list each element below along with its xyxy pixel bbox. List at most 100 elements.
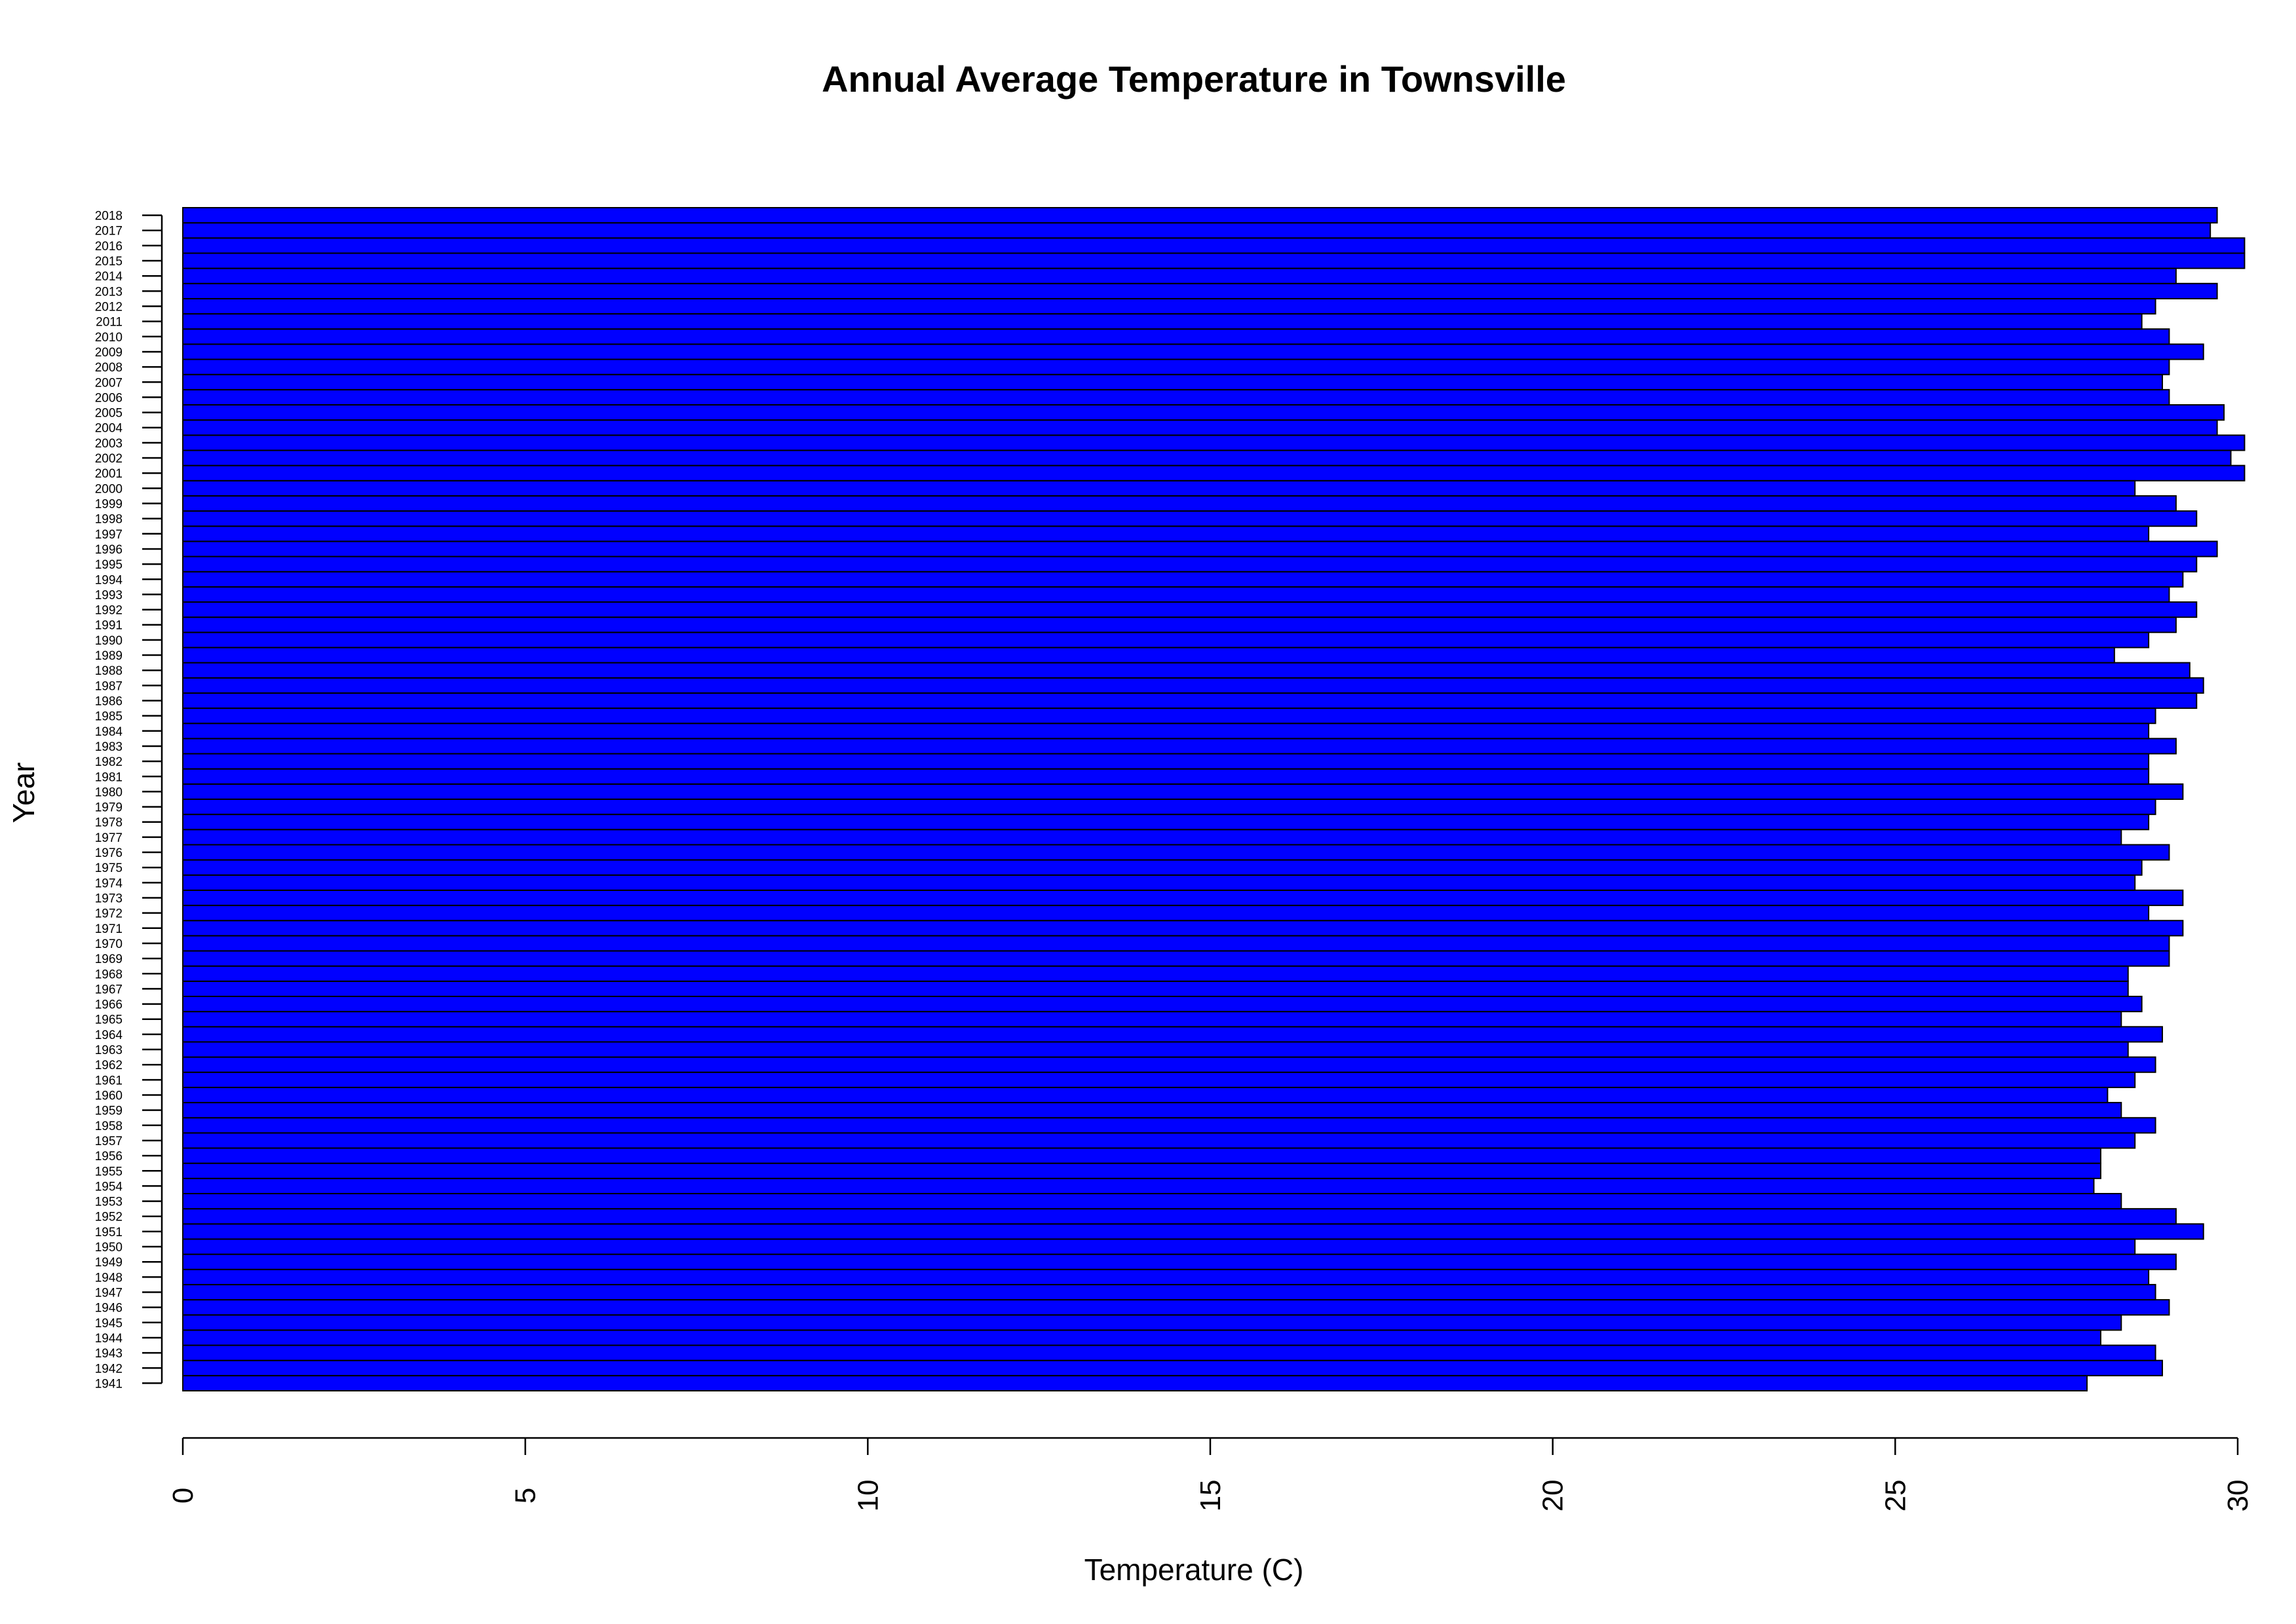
bar-1983 [182, 738, 2177, 755]
bar-1993 [182, 586, 2170, 603]
y-tick-label-1974: 1974 [95, 877, 123, 890]
bar-1998 [182, 510, 2198, 527]
y-axis-label: Year [7, 763, 41, 823]
bar-1942 [182, 1359, 2164, 1376]
bar-2017 [182, 222, 2211, 239]
y-tick-label-1965: 1965 [95, 1013, 123, 1027]
x-tick-label-10: 10 [852, 1480, 884, 1512]
bar-1995 [182, 556, 2198, 573]
bar-1999 [182, 495, 2177, 512]
bar-1988 [182, 662, 2191, 679]
bar-1949 [182, 1253, 2177, 1270]
y-tick-label-1960: 1960 [95, 1089, 123, 1103]
bar-2006 [182, 388, 2170, 406]
bar-1986 [182, 692, 2198, 709]
bar-1979 [182, 799, 2156, 816]
bar-1962 [182, 1056, 2156, 1073]
bar-2002 [182, 449, 2232, 466]
y-tick-label-1978: 1978 [95, 816, 123, 830]
y-tick-label-1946: 1946 [95, 1302, 123, 1315]
y-tick-label-1976: 1976 [95, 846, 123, 860]
bar-1952 [182, 1208, 2177, 1225]
bar-1994 [182, 571, 2184, 588]
bar-1987 [182, 677, 2204, 694]
y-tick-label-1959: 1959 [95, 1105, 123, 1118]
y-tick-label-2016: 2016 [95, 240, 123, 254]
y-tick-label-2009: 2009 [95, 346, 123, 360]
y-tick-label-1969: 1969 [95, 953, 123, 966]
bar-2003 [182, 434, 2246, 451]
y-tick-label-1984: 1984 [95, 725, 123, 739]
bar-1965 [182, 1011, 2122, 1028]
y-tick-label-1943: 1943 [95, 1347, 123, 1361]
y-tick-label-1967: 1967 [95, 983, 123, 996]
y-tick-label-1990: 1990 [95, 634, 123, 648]
bar-1963 [182, 1041, 2129, 1058]
bar-1991 [182, 616, 2177, 633]
y-tick-label-2004: 2004 [95, 422, 123, 436]
x-tick-label-20: 20 [1537, 1480, 1569, 1512]
y-tick-label-1988: 1988 [95, 664, 123, 678]
bar-2010 [182, 328, 2170, 345]
y-tick-label-1973: 1973 [95, 892, 123, 906]
bar-1954 [182, 1177, 2095, 1195]
y-tick-label-1944: 1944 [95, 1332, 123, 1346]
y-tick-label-1981: 1981 [95, 770, 123, 784]
bar-2018 [182, 207, 2218, 224]
bar-2016 [182, 237, 2246, 254]
y-tick-label-1957: 1957 [95, 1135, 123, 1148]
y-tick-label-1997: 1997 [95, 528, 123, 542]
bar-1977 [182, 829, 2122, 846]
bar-1971 [182, 920, 2184, 937]
x-axis-label: Temperature (C) [1084, 1553, 1304, 1587]
bar-1992 [182, 601, 2198, 618]
y-tick-label-1951: 1951 [95, 1226, 123, 1239]
y-tick-label-1954: 1954 [95, 1180, 123, 1194]
bar-1958 [182, 1117, 2156, 1134]
bar-1975 [182, 859, 2143, 876]
y-tick-label-1983: 1983 [95, 740, 123, 754]
bar-1959 [182, 1102, 2122, 1119]
y-tick-label-1950: 1950 [95, 1241, 123, 1255]
y-tick-label-1962: 1962 [95, 1059, 123, 1072]
y-tick-label-2000: 2000 [95, 482, 123, 496]
bar-2013 [182, 282, 2218, 299]
bar-1943 [182, 1344, 2156, 1361]
y-tick-label-1975: 1975 [95, 861, 123, 875]
y-tick-label-1941: 1941 [95, 1377, 123, 1391]
bar-2000 [182, 480, 2136, 497]
bar-2012 [182, 297, 2156, 315]
bar-1969 [182, 950, 2170, 967]
y-tick-label-1958: 1958 [95, 1120, 123, 1133]
y-tick-label-1982: 1982 [95, 755, 123, 769]
bar-2011 [182, 313, 2143, 330]
y-tick-label-1989: 1989 [95, 649, 123, 663]
y-tick-label-1970: 1970 [95, 937, 123, 951]
y-tick-label-2006: 2006 [95, 391, 123, 405]
y-tick-label-2010: 2010 [95, 331, 123, 345]
bar-1990 [182, 632, 2150, 649]
x-axis: 0 5 10 15 20 25 30 [167, 1437, 2254, 1512]
bar-1946 [182, 1299, 2170, 1316]
y-tick-label-2013: 2013 [95, 285, 123, 299]
y-tick-label-2014: 2014 [95, 270, 123, 284]
y-tick-label-2018: 2018 [95, 210, 123, 223]
bar-1966 [182, 996, 2143, 1013]
bar-1953 [182, 1193, 2122, 1210]
bar-1985 [182, 708, 2156, 725]
y-tick-label-2001: 2001 [95, 467, 123, 481]
y-tick-label-1948: 1948 [95, 1271, 123, 1285]
y-tick-label-2007: 2007 [95, 376, 123, 390]
bar-1945 [182, 1314, 2122, 1331]
y-tick-label-1968: 1968 [95, 968, 123, 981]
y-tick-label-2011: 2011 [96, 316, 123, 330]
y-tick-label-1998: 1998 [95, 513, 123, 527]
bar-1980 [182, 783, 2184, 801]
y-tick-label-1993: 1993 [95, 588, 123, 602]
y-tick-label-2015: 2015 [95, 255, 123, 269]
bar-1956 [182, 1147, 2101, 1164]
bar-1974 [182, 874, 2136, 891]
y-tick-label-1956: 1956 [95, 1150, 123, 1163]
